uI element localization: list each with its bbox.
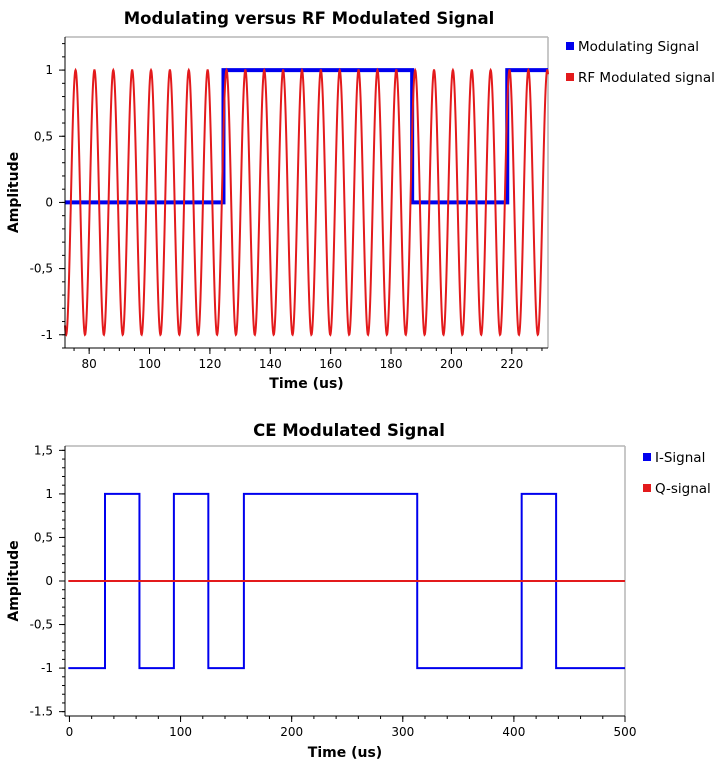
y-tick-label: 1: [45, 487, 53, 501]
x-axis-label: Time (us): [269, 376, 343, 392]
legend-swatch-q-signal: [643, 484, 651, 492]
x-tick-label: 220: [500, 357, 523, 371]
legend-label-modulating-signal: Modulating Signal: [578, 39, 699, 55]
y-tick-label: 0: [45, 195, 53, 209]
chart-title: Modulating versus RF Modulated Signal: [124, 9, 495, 28]
legend-label-q-signal: Q-signal: [655, 481, 711, 497]
y-tick-label: 1: [45, 63, 53, 77]
series-line-rf-modulated-signal: [64, 67, 549, 337]
x-tick-label: 400: [502, 725, 525, 739]
y-tick-label: -1.5: [30, 705, 53, 719]
x-tick-label: 80: [82, 357, 97, 371]
y-axis-label: Amplitude: [6, 540, 22, 621]
x-tick-label: 300: [391, 725, 414, 739]
x-tick-label: 100: [138, 357, 161, 371]
x-tick-label: 180: [380, 357, 403, 371]
x-tick-label: 500: [614, 725, 637, 739]
y-tick-label: -1: [41, 661, 53, 675]
y-tick-label: -0,5: [30, 262, 53, 276]
x-tick-label: 0: [66, 725, 74, 739]
y-tick-label: 1,5: [34, 443, 53, 457]
x-tick-label: 200: [440, 357, 463, 371]
legend-swatch-modulating-signal: [566, 42, 574, 50]
y-tick-label: -0,5: [30, 618, 53, 632]
chart-2: 0 100 200 300 400 500 1,5 1 0,5 0 -0,5 -1 -1.5 CE Mod…: [6, 421, 711, 761]
x-axis-label: Time (us): [308, 745, 382, 761]
x-tick-label: 100: [169, 725, 192, 739]
y-tick-label: 0,5: [34, 530, 53, 544]
chart-1: 80 100 120 140 160 180 200 220 1 0,5 0 -0,5 -1 Modula…: [6, 9, 715, 392]
legend-label-rf-modulated-signal: RF Modulated signal: [578, 70, 715, 86]
y-axis-label: Amplitude: [6, 152, 22, 233]
chart-title: CE Modulated Signal: [253, 421, 445, 440]
legend-label-i-signal: I-Signal: [655, 450, 705, 466]
x-tick-label: 200: [280, 725, 303, 739]
legend-swatch-rf-modulated-signal: [566, 73, 574, 81]
x-tick-label: 160: [319, 357, 342, 371]
y-tick-label: 0: [45, 574, 53, 588]
x-tick-label: 120: [198, 357, 221, 371]
x-tick-label: 140: [259, 357, 282, 371]
y-tick-label: -1: [41, 328, 53, 342]
legend-swatch-i-signal: [643, 453, 651, 461]
y-tick-label: 0,5: [34, 129, 53, 143]
series-line-i-signal: [68, 492, 625, 670]
